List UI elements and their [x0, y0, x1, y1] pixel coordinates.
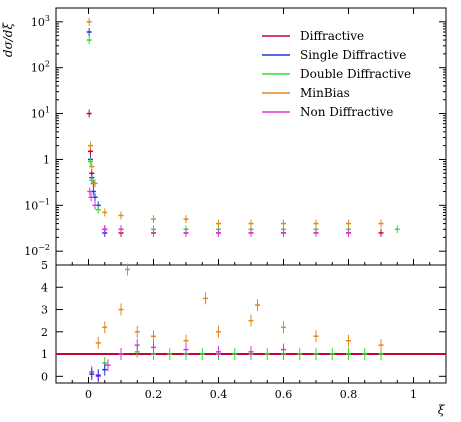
y-tick-label-lower: 0: [41, 370, 48, 383]
x-tick-label: 0.6: [275, 388, 293, 401]
legend-label: Double Diffractive: [300, 67, 411, 81]
legend: Diffractive Single Diffractive Double Diff…: [262, 29, 411, 119]
x-tick-label: 0.4: [210, 388, 228, 401]
legend-label: Non Diffractive: [300, 105, 393, 119]
legend-label: MinBias: [300, 86, 350, 100]
y-tick-label-lower: 5: [41, 259, 48, 272]
x-tick-label: 1: [410, 388, 417, 401]
y-tick-label-upper: 103: [31, 14, 50, 29]
y-tick-label-lower: 1: [41, 348, 48, 361]
series-lower: [95, 263, 384, 352]
legend-label: Single Diffractive: [300, 48, 406, 62]
x-tick-label: 0.2: [145, 388, 163, 401]
y-axis-label: dσ/dξ: [1, 22, 15, 58]
y-tick-label-upper: 10−2: [24, 243, 50, 258]
x-tick-label: 0.8: [340, 388, 358, 401]
series-lower: [89, 363, 108, 382]
series-lower: [89, 339, 286, 383]
y-tick-label-upper: 101: [31, 106, 50, 121]
plot-area: 0 0.2 0.4 0.6 0.8 1 10−2 10−1 1 101 102 103 0 1 2 3 4 5 Di…: [24, 7, 447, 401]
y-tick-label-upper: 1: [43, 153, 50, 166]
series-upper: [87, 187, 351, 237]
series-lower: [102, 345, 384, 369]
x-axis-label: ξ: [438, 403, 446, 417]
series-upper: [86, 109, 384, 237]
y-tick-label-upper: 102: [31, 60, 50, 75]
legend-label: Diffractive: [300, 29, 364, 43]
y-tick-label-lower: 3: [41, 304, 48, 317]
series-upper: [86, 36, 400, 234]
y-tick-label-lower: 4: [41, 281, 48, 294]
y-tick-label-upper: 10−1: [24, 197, 50, 212]
x-tick-label: 0: [85, 388, 92, 401]
y-tick-label-lower: 2: [41, 326, 48, 339]
series-upper: [86, 17, 384, 228]
